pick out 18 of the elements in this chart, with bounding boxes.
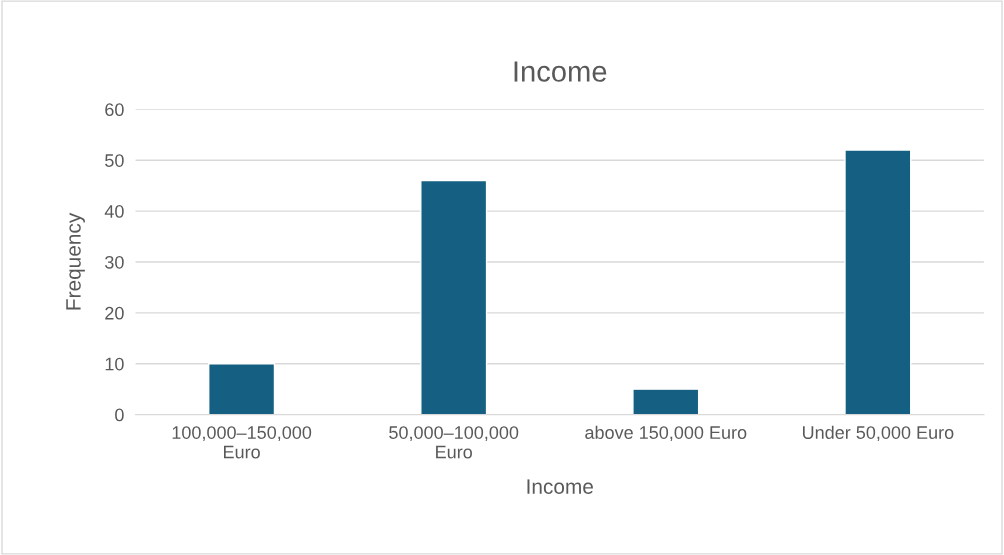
- bar: [632, 388, 700, 415]
- bar: [420, 179, 488, 415]
- x-tick-label: above 150,000 Euro: [585, 425, 747, 442]
- y-tick-label: 40: [104, 205, 124, 218]
- x-tick-label: Under 50,000 Euro: [802, 425, 954, 442]
- y-tick-label: 10: [105, 357, 124, 371]
- y-tick-label: 0: [115, 408, 124, 422]
- y-tick-label: 20: [105, 306, 124, 320]
- y-tick-label: 50: [105, 154, 124, 167]
- y-axis-title: Frequency: [66, 212, 85, 310]
- bar: [208, 363, 276, 415]
- x-tick-label: 100,000–150,000 Euro: [172, 426, 312, 459]
- x-tick-label: 50,000–100,000 Euro: [389, 426, 519, 459]
- y-tick-label: 60: [105, 103, 124, 117]
- x-axis-title: Income: [527, 479, 593, 494]
- chart-title: Income: [514, 61, 607, 82]
- bar: [844, 149, 912, 415]
- y-tick-label: 30: [105, 255, 124, 269]
